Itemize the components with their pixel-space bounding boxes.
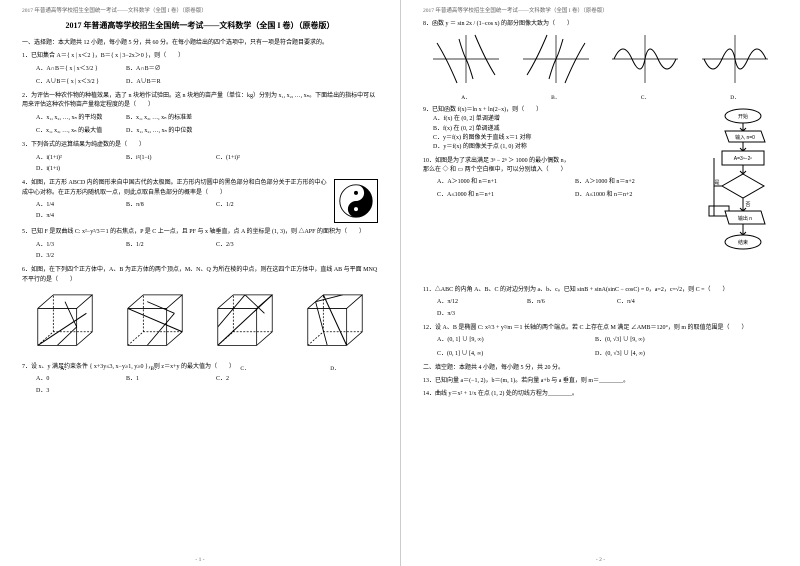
- q1-stem: 1．已知集合 A＝{ x | x＜2 }，B＝{ x | 3−2x＞0 }，则（…: [22, 52, 378, 61]
- page-2-footer: - 2 -: [401, 557, 800, 563]
- q10-D: D．A≤1000 和 n＝n+2: [575, 191, 657, 200]
- q4: 4．如图，正方形 ABCD 内的图形来自中国古代的太极图。正方形内切圆中的黑色部…: [22, 179, 378, 224]
- q2-A: A．x₁, x₂, …, xₙ 的平均数: [36, 114, 118, 123]
- section-2-intro: 二、填空题：本题共 4 小题，每小题 5 分，共 20 分。: [423, 364, 778, 373]
- q4-D: D．π/4: [36, 212, 118, 221]
- q5: 5．已知 F 是双曲线 C: x²−y²/3＝1 的右焦点，P 是 C 上一点，…: [22, 228, 378, 262]
- q1: 1．已知集合 A＝{ x | x＜2 }，B＝{ x | 3−2x＞0 }，则（…: [22, 52, 378, 88]
- q5-B: B．1/2: [126, 241, 208, 250]
- page-1: 2017 年普通高等学校招生全国统一考试——文科数学（全国 I 卷）（原卷版） …: [0, 0, 400, 566]
- exam-title: 2017 年普通高等学校招生全国统一考试——文科数学（全国 I 卷）（原卷版）: [22, 20, 378, 31]
- cube-A: A．: [26, 289, 104, 359]
- q1-B: B．A∩B＝∅: [126, 65, 208, 74]
- fn-A: A．: [429, 31, 503, 102]
- q4-B: B．π/8: [126, 201, 208, 210]
- q2-stem: 2．为评估一种农作物的种植效果，选了 n 块地作试验田。这 n 块地的亩产量（单…: [22, 92, 378, 111]
- q3-B: B．i²(1−i): [126, 154, 208, 163]
- q7-C: C．2: [216, 375, 298, 384]
- running-header-1: 2017 年普通高等学校招生全国统一考试——文科数学（全国 I 卷）（原卷版）: [22, 6, 378, 14]
- page-2: 2017 年普通高等学校招生全国统一考试——文科数学（全国 I 卷）（原卷版） …: [400, 0, 800, 566]
- q8-graphs: A． B． C．: [429, 31, 772, 102]
- svg-text:是: 是: [714, 180, 719, 186]
- q7-B: B．1: [126, 375, 208, 384]
- fn-B: B．: [519, 31, 593, 102]
- q14: 14．曲线 y＝x² + 1/x 在点 (1, 2) 处的切线方程为______…: [423, 390, 778, 399]
- q3-C: C．(1+i)²: [216, 154, 298, 163]
- cube-D: D．: [296, 289, 374, 359]
- q11-stem: 11．△ABC 的内角 A、B、C 的对边分别为 a、b、c。已知 sinB +…: [423, 286, 778, 295]
- svg-text:开始: 开始: [738, 113, 748, 120]
- booklet: 2017 年普通高等学校招生全国统一考试——文科数学（全国 I 卷）（原卷版） …: [0, 0, 800, 566]
- page-1-footer: - 1 -: [0, 557, 400, 563]
- q10-A: A．A＞1000 和 n＝n+1: [437, 178, 567, 187]
- cube-D-label: D．: [296, 365, 374, 374]
- q5-D: D．3/2: [36, 252, 118, 261]
- q4-A: A．1/4: [36, 201, 118, 210]
- q4-stem: 4．如图，正方形 ABCD 内的图形来自中国古代的太极图。正方形内切圆中的黑色部…: [22, 179, 378, 198]
- q12-C: C．(0, 1] ∪ [4, ∞): [437, 350, 587, 359]
- flowchart: 开始 输入 n=0 A=3ⁿ−2ⁿ 否 是 输出 n 结束: [708, 106, 778, 278]
- q11-D: D．π/3: [437, 310, 519, 319]
- q12-A: A．(0, 1] ∪ [9, ∞): [437, 336, 587, 345]
- q3-D: D．i(1+i): [36, 165, 118, 174]
- q2: 2．为评估一种农作物的种植效果，选了 n 块地作试验田。这 n 块地的亩产量（单…: [22, 92, 378, 137]
- q3: 3．下列各式的运算结果为纯虚数的是（ ） A．i(1+i)² B．i²(1−i)…: [22, 141, 378, 175]
- q3-stem: 3．下列各式的运算结果为纯虚数的是（ ）: [22, 141, 378, 150]
- q11-C: C．π/4: [617, 298, 699, 307]
- fn-C: C．: [608, 31, 682, 102]
- q2-B: B．x₁, x₂, …, xₙ 的标准差: [126, 114, 208, 123]
- q1-A: A．A∩B＝{ x | x＜3/2 }: [36, 65, 118, 74]
- q11: 11．△ABC 的内角 A、B、C 的对边分别为 a、b、c。已知 sinB +…: [423, 286, 778, 320]
- svg-text:输入 n=0: 输入 n=0: [735, 134, 755, 141]
- q2-C: C．x₁, x₂, …, xₙ 的最大值: [36, 127, 118, 136]
- q7-A: A．0: [36, 375, 118, 384]
- q8: 8．函数 y ＝ sin 2x / (1−cos x) 的部分图像大致为（ ） …: [423, 20, 778, 102]
- q6-stem: 6．如图，在下列四个正方体中，A、B 为正方体的两个顶点，M、N、Q 为所在棱的…: [22, 266, 378, 285]
- q1-options: A．A∩B＝{ x | x＜3/2 } B．A∩B＝∅: [32, 64, 378, 75]
- q6: 6．如图，在下列四个正方体中，A、B 为正方体的两个顶点，M、N、Q 为所在棱的…: [22, 266, 378, 359]
- q11-B: B．π/6: [527, 298, 609, 307]
- fn-D: D．: [698, 31, 772, 102]
- q5-C: C．2/3: [216, 241, 298, 250]
- q4-C: C．1/2: [216, 201, 298, 210]
- q5-A: A．1/3: [36, 241, 118, 250]
- q12-stem: 12．设 A、B 是椭圆 C: x²/3 + y²/m ＝1 长轴的两个端点。若…: [423, 324, 778, 333]
- q8-stem: 8．函数 y ＝ sin 2x / (1−cos x) 的部分图像大致为（ ）: [423, 20, 778, 29]
- q5-stem: 5．已知 F 是双曲线 C: x²−y²/3＝1 的右焦点，P 是 C 上一点，…: [22, 228, 378, 237]
- q6-cubes: A． B． C．: [26, 289, 374, 359]
- running-header-2: 2017 年普通高等学校招生全国统一考试——文科数学（全国 I 卷）（原卷版）: [423, 6, 778, 14]
- q7-D: D．3: [36, 387, 118, 396]
- q1-C: C．A∪B＝{ x | x＜3/2 }: [36, 78, 118, 87]
- q13: 13．已知向量 a＝(−1, 2)，b＝(m, 1)。若向量 a+b 与 a 垂…: [423, 377, 778, 386]
- cube-C: C．: [206, 289, 284, 359]
- q12-D: D．(0, √3] ∪ [4, ∞): [595, 350, 677, 359]
- taiji-figure: [334, 179, 378, 223]
- q10-C: C．A≤1000 和 n＝n+1: [437, 191, 567, 200]
- q11-A: A．π/12: [437, 298, 519, 307]
- q2-D: D．x₁, x₂, …, xₙ 的中位数: [126, 127, 208, 136]
- section-1-intro: 一、选择题：本大题共 12 小题，每小题 5 分，共 60 分。在每小题给出的四…: [22, 39, 378, 48]
- svg-text:结束: 结束: [738, 239, 748, 246]
- svg-text:否: 否: [745, 202, 750, 208]
- q3-A: A．i(1+i)²: [36, 154, 118, 163]
- q12: 12．设 A、B 是椭圆 C: x²/3 + y²/m ＝1 长轴的两个端点。若…: [423, 324, 778, 360]
- q1-D: D．A∪B＝R: [126, 78, 208, 87]
- q10-B: B．A＞1000 和 n＝n+2: [575, 178, 657, 187]
- q12-B: B．(0, √3] ∪ [9, ∞): [595, 336, 677, 345]
- svg-text:A=3ⁿ−2ⁿ: A=3ⁿ−2ⁿ: [734, 156, 753, 162]
- svg-text:输出 n: 输出 n: [738, 215, 752, 222]
- cube-B: B．: [116, 289, 194, 359]
